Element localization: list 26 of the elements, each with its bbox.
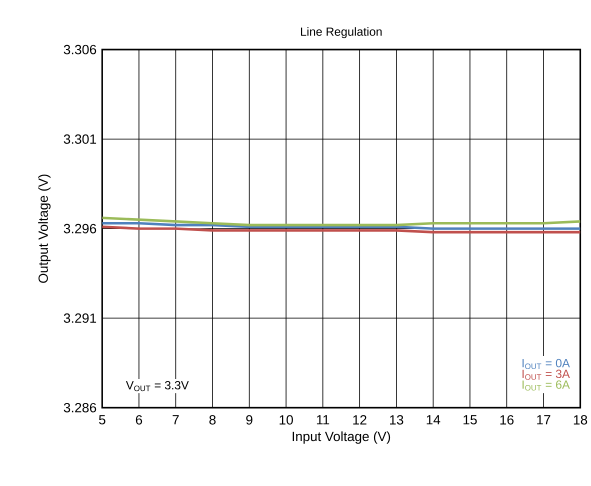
x-tick-label: 8: [209, 415, 216, 425]
y-tick-label: 3.291: [64, 313, 96, 323]
x-tick-label: 12: [353, 415, 366, 424]
chart-title: Line Regulation: [301, 27, 382, 38]
x-tick-label: 6: [136, 415, 142, 425]
y-tick-label: 3.296: [64, 224, 96, 234]
text: I$_{OUT}$ = 0A: [522, 358, 570, 370]
x-tick-label: 5: [98, 415, 106, 424]
x-tick-label: 17: [537, 415, 550, 424]
annotation: V$_{OUT}$ = 3.3V: [126, 381, 189, 392]
x-tick-label: 7: [172, 415, 179, 424]
x-tick-label: 11: [316, 415, 330, 424]
x-tick-label: 16: [500, 415, 514, 425]
y-tick-label: 3.301: [64, 134, 96, 144]
text: I$_{OUT}$ = 6A: [522, 380, 570, 391]
x-tick-label: 10: [280, 415, 293, 425]
x-tick-label: 18: [574, 415, 588, 425]
y-tick-label: 3.286: [64, 402, 96, 412]
x-tick-label: 13: [390, 415, 404, 425]
x-tick-label: 15: [464, 415, 477, 424]
y-axis-title: Output Voltage (V): [38, 174, 51, 283]
x-axis-title: Input Voltage (V): [292, 431, 390, 444]
x-tick-label: 14: [426, 415, 440, 424]
text: I$_{OUT}$ = 3A: [522, 370, 570, 380]
y-tick-label: 3.306: [64, 44, 96, 54]
x-tick-label: 9: [246, 415, 252, 425]
